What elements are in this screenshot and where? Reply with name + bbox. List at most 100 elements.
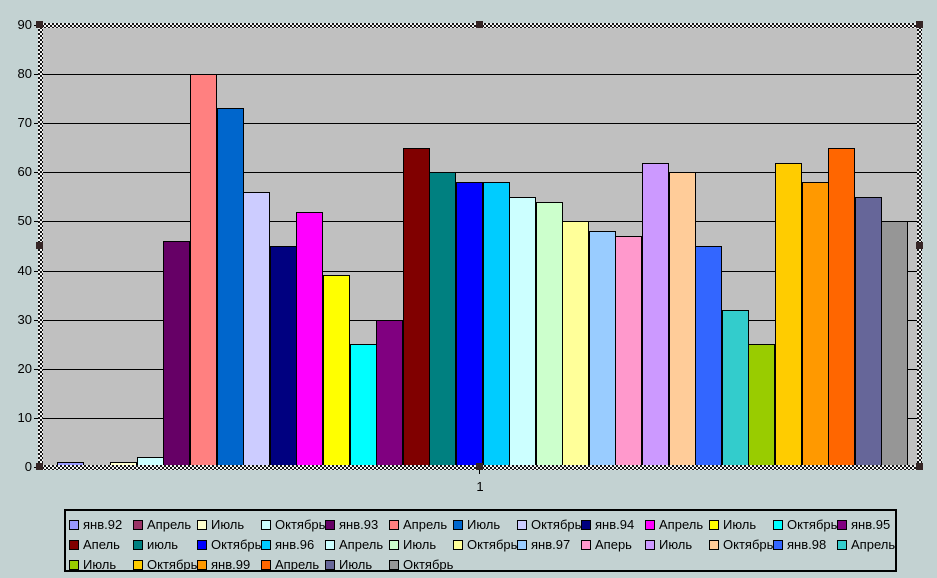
- bar-Октябрь[interactable]: [243, 192, 270, 467]
- bar-Июль[interactable]: [642, 163, 669, 467]
- bar-Октябрь[interactable]: [669, 172, 696, 467]
- legend-item[interactable]: Июль: [389, 538, 436, 552]
- legend-item[interactable]: янв.96: [261, 538, 314, 552]
- legend-color-swatch-icon: [69, 540, 79, 550]
- plot-area[interactable]: [40, 25, 920, 467]
- bar-Июль[interactable]: [855, 197, 882, 467]
- legend-item[interactable]: Апрель: [645, 518, 703, 532]
- legend-item[interactable]: янв.94: [581, 518, 634, 532]
- bar-Аперь[interactable]: [615, 236, 642, 467]
- bar-янв.98[interactable]: [695, 246, 722, 467]
- legend-color-swatch-icon: [645, 520, 655, 530]
- bar-Апрель[interactable]: [828, 148, 855, 467]
- selection-handle[interactable]: [476, 463, 483, 470]
- selection-handle[interactable]: [36, 242, 43, 249]
- y-axis-tick-label: 40: [17, 263, 32, 278]
- legend-color-swatch-icon: [517, 520, 527, 530]
- legend-label: Октябрь: [531, 517, 582, 532]
- bar-Июль[interactable]: [748, 344, 775, 467]
- legend-item[interactable]: Октябрь: [133, 558, 197, 572]
- legend-label: Апрель: [147, 517, 192, 532]
- legend-label: Апрель: [403, 517, 448, 532]
- bar-Апрель[interactable]: [509, 197, 536, 467]
- selection-handle[interactable]: [36, 463, 43, 470]
- x-axis-category-label: 1: [476, 479, 484, 494]
- legend-item[interactable]: янв.95: [837, 518, 890, 532]
- legend-item[interactable]: янв.99: [197, 558, 250, 572]
- legend-label: Апрель: [339, 537, 384, 552]
- bar-Октябрь[interactable]: [775, 163, 802, 467]
- bar-янв.99[interactable]: [802, 182, 829, 467]
- legend-item[interactable]: Июль: [453, 518, 500, 532]
- y-axis-tick-label: 70: [17, 115, 32, 130]
- bar-янв.94[interactable]: [270, 246, 297, 467]
- legend-item[interactable]: Апрель: [325, 538, 383, 552]
- legend-item[interactable]: янв.97: [517, 538, 570, 552]
- bar-янв.93[interactable]: [163, 241, 190, 467]
- bar-Июль[interactable]: [217, 108, 244, 467]
- legend-label: янв.98: [787, 537, 827, 552]
- legend-color-swatch-icon: [389, 560, 399, 570]
- legend-label: Апель: [83, 537, 120, 552]
- gridline: [40, 172, 920, 173]
- y-axis-tick: [34, 369, 40, 370]
- legend-color-swatch-icon: [581, 520, 591, 530]
- legend-item[interactable]: янв.93: [325, 518, 378, 532]
- legend-item[interactable]: Октябрь: [197, 538, 261, 552]
- bar-Апрель[interactable]: [722, 310, 749, 467]
- legend-item[interactable]: Октябрь: [453, 538, 517, 552]
- bar-Октябрь[interactable]: [881, 221, 908, 467]
- selection-handle[interactable]: [916, 242, 923, 249]
- bar-июль[interactable]: [429, 172, 456, 467]
- bar-янв.97[interactable]: [589, 231, 616, 467]
- bar-Октябрь[interactable]: [456, 182, 483, 467]
- legend-label: Июль: [339, 557, 373, 572]
- legend-color-swatch-icon: [773, 540, 783, 550]
- selection-handle[interactable]: [916, 463, 923, 470]
- y-axis-tick-label: 80: [17, 66, 32, 81]
- bar-Июль[interactable]: [323, 275, 350, 467]
- legend-color-swatch-icon: [197, 560, 207, 570]
- legend-item[interactable]: янв.98: [773, 538, 826, 552]
- legend-item[interactable]: Апрель: [837, 538, 895, 552]
- legend-color-swatch-icon: [453, 520, 463, 530]
- legend[interactable]: янв.92 Апрель Июль Октябрь янв.93 Апрель Июль О…: [64, 509, 897, 572]
- legend-item[interactable]: Октябрь: [261, 518, 325, 532]
- legend-item[interactable]: Октябрь: [773, 518, 837, 532]
- selection-handle[interactable]: [476, 21, 483, 28]
- bar-Июль[interactable]: [536, 202, 563, 467]
- legend-item[interactable]: янв.92: [69, 518, 122, 532]
- legend-item[interactable]: Июль: [69, 558, 116, 572]
- y-axis-tick-label: 60: [17, 164, 32, 179]
- bar-Октябрь[interactable]: [562, 221, 589, 467]
- legend-item[interactable]: июль: [133, 538, 178, 552]
- legend-item[interactable]: Апрель: [261, 558, 319, 572]
- legend-color-swatch-icon: [261, 540, 271, 550]
- bar-Апрель[interactable]: [190, 74, 217, 467]
- y-axis-tick: [34, 271, 40, 272]
- legend-item[interactable]: Июль: [645, 538, 692, 552]
- legend-label: Апрель: [275, 557, 320, 572]
- legend-item[interactable]: Апрель: [389, 518, 447, 532]
- legend-item[interactable]: Аперь: [581, 538, 632, 552]
- y-axis-tick: [34, 320, 40, 321]
- bar-янв.95[interactable]: [376, 320, 403, 467]
- legend-label: янв.97: [531, 537, 571, 552]
- legend-item[interactable]: Июль: [709, 518, 756, 532]
- bar-Октябрь[interactable]: [350, 344, 377, 467]
- legend-item[interactable]: Июль: [325, 558, 372, 572]
- selection-handle[interactable]: [916, 21, 923, 28]
- selection-handle[interactable]: [36, 21, 43, 28]
- legend-item[interactable]: Апель: [69, 538, 120, 552]
- legend-item[interactable]: Апрель: [133, 518, 191, 532]
- y-axis-tick-label: 50: [17, 213, 32, 228]
- legend-item[interactable]: Октябрь: [517, 518, 581, 532]
- bar-Апрель[interactable]: [296, 212, 323, 467]
- legend-item[interactable]: Октябрь: [389, 558, 453, 572]
- bar-янв.96[interactable]: [483, 182, 510, 467]
- legend-color-swatch-icon: [453, 540, 463, 550]
- legend-item[interactable]: Июль: [197, 518, 244, 532]
- bar-Апель[interactable]: [403, 148, 430, 467]
- legend-item[interactable]: Октябрь: [709, 538, 773, 552]
